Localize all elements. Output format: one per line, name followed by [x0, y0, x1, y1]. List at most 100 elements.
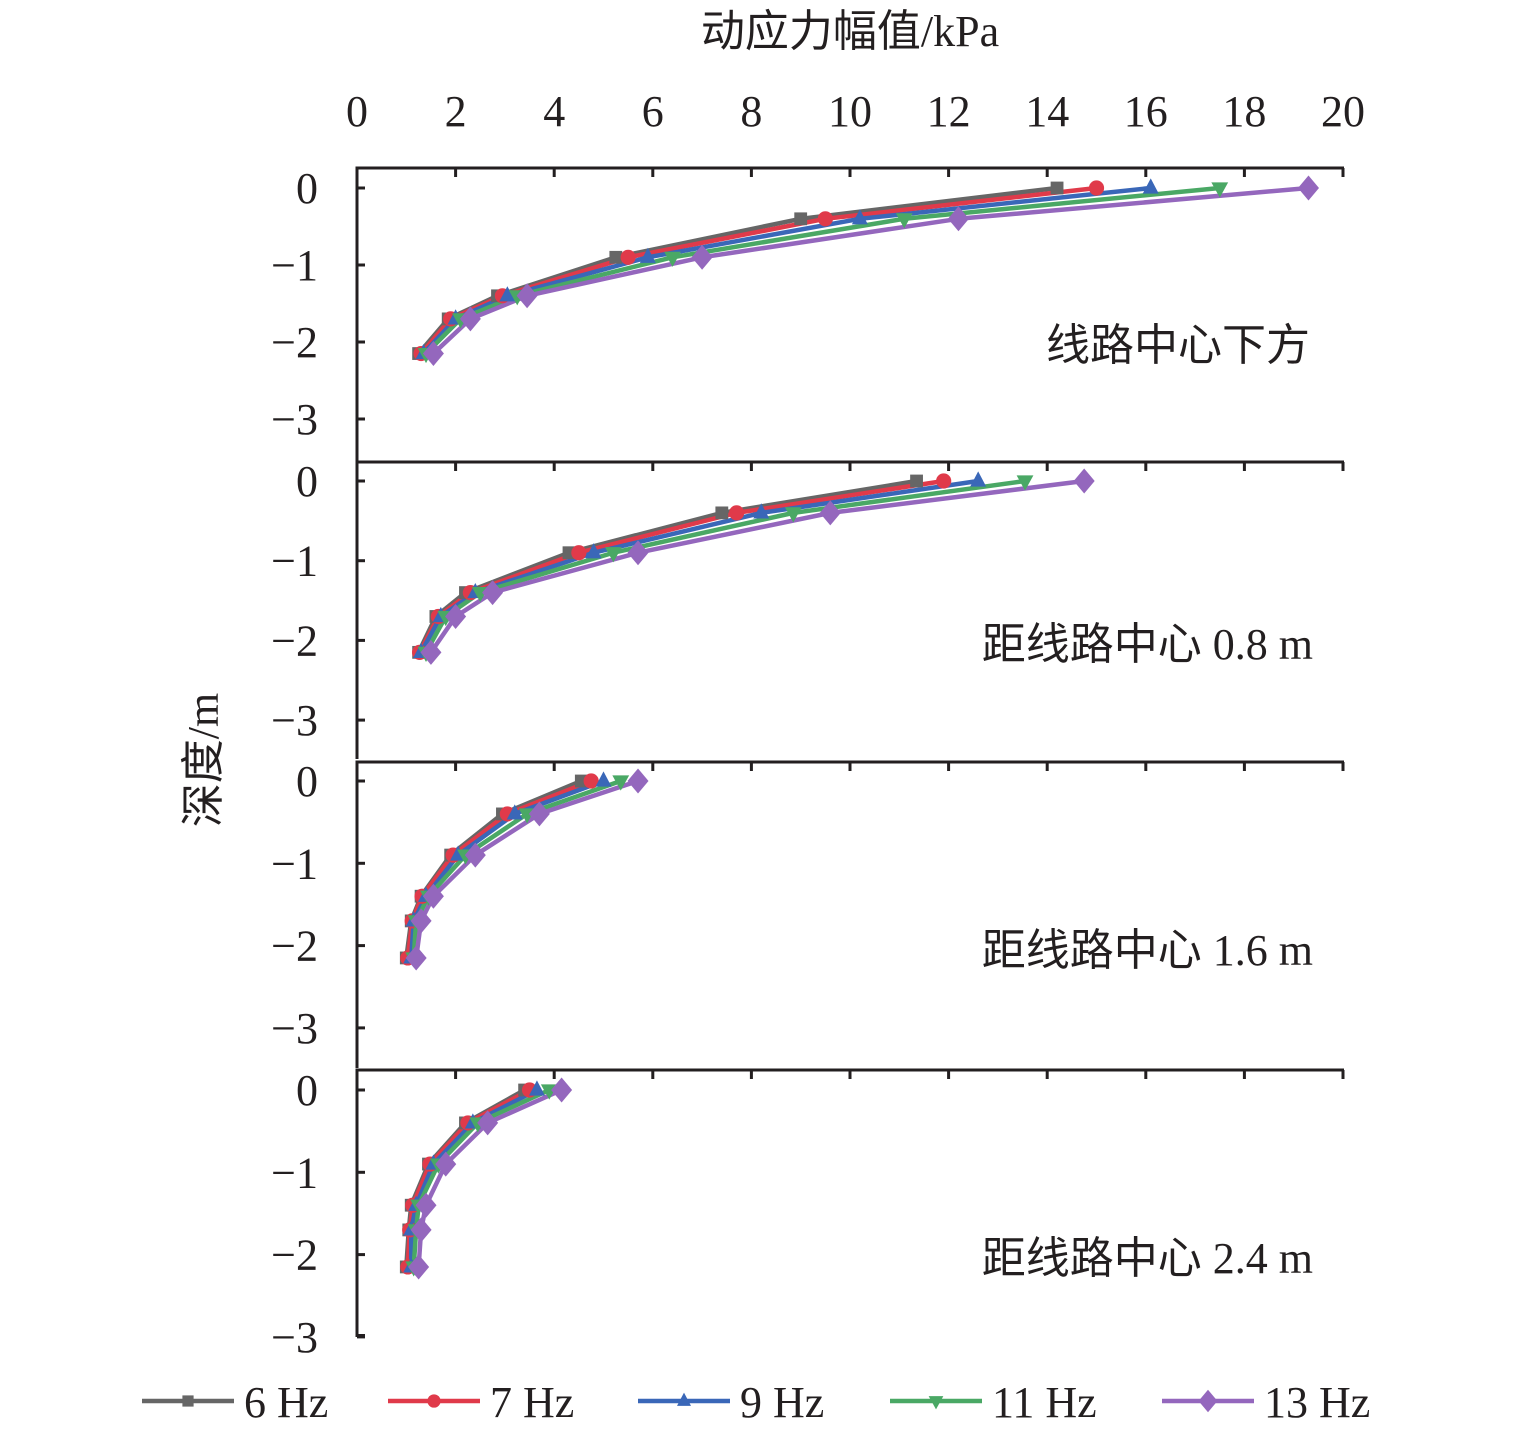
panel-annotation: 距线路中心 2.4 m: [982, 1234, 1313, 1283]
panel-annotation: 距线路中心 1.6 m: [982, 926, 1313, 975]
data-point-9hz: [595, 771, 612, 787]
y-tick-label: 0: [296, 757, 318, 806]
x-tick-label: 4: [543, 87, 565, 136]
data-point-6hz: [609, 250, 623, 264]
data-point-13hz: [410, 908, 432, 934]
series-line-13hz: [431, 185, 1309, 356]
x-tick-label: 0: [346, 87, 368, 136]
y-tick-label: −1: [271, 1148, 318, 1197]
data-point-7hz: [817, 211, 833, 227]
data-point-13hz: [405, 945, 427, 971]
data-point-9hz: [499, 286, 516, 302]
panel-1: 0 −1 −2 −3 线路中心下方: [271, 164, 1345, 461]
data-point-13hz: [408, 1254, 430, 1280]
legend-label: 13 Hz: [1264, 1378, 1370, 1427]
data-point-11hz: [784, 507, 802, 523]
data-point-6hz: [910, 474, 923, 488]
y-tick-label: −3: [271, 1313, 318, 1362]
data-point-13hz: [422, 341, 444, 367]
legend-item: 9 Hz: [638, 1378, 824, 1427]
data-point-13hz: [627, 540, 649, 566]
x-tick-label: 8: [740, 87, 762, 136]
data-point-13hz: [459, 306, 481, 332]
data-point-6hz: [1050, 181, 1064, 195]
data-point-11hz: [1211, 182, 1229, 198]
legend-marker: [427, 1394, 441, 1408]
data-point-13hz: [435, 1151, 457, 1177]
data-point-7hz: [620, 249, 636, 265]
y-tick-label: 0: [296, 1066, 318, 1115]
panel-4: 0 −1 −2 −3 距线路中心 2.4 m: [271, 1066, 1345, 1362]
legend-label: 11 Hz: [992, 1378, 1097, 1427]
panel-3: 0 −1 −2 −3 距线路中心 1.6 m: [271, 757, 1345, 1068]
panel-annotation: 线路中心下方: [1046, 321, 1310, 370]
y-tick-label: −3: [271, 696, 318, 745]
data-point-13hz: [445, 603, 467, 629]
data-point-13hz: [422, 883, 444, 909]
data-point-9hz: [970, 471, 987, 487]
data-point-13hz: [627, 768, 649, 794]
data-point-6hz: [794, 212, 808, 226]
legend-marker: [182, 1395, 194, 1407]
legend-item: 7 Hz: [388, 1378, 574, 1427]
legend-label: 7 Hz: [490, 1378, 574, 1427]
data-point-11hz: [1016, 475, 1034, 491]
legend-marker: [928, 1396, 944, 1410]
data-point-13hz: [415, 1192, 437, 1218]
data-point-13hz: [691, 244, 713, 270]
data-point-13hz: [464, 842, 486, 868]
data-point-7hz: [571, 545, 587, 561]
data-point-7hz: [936, 473, 952, 489]
y-tick-label: −2: [271, 318, 318, 367]
data-point-13hz: [410, 1217, 432, 1243]
data-point-11hz: [895, 213, 913, 229]
x-tick-label: 12: [927, 87, 971, 136]
y-tick-label: −2: [271, 1231, 318, 1280]
data-point-13hz: [819, 500, 841, 526]
y-tick-label: −1: [271, 537, 318, 586]
panel-annotation: 距线路中心 0.8 m: [982, 620, 1313, 669]
data-point-9hz: [585, 543, 602, 559]
data-point-13hz: [516, 283, 538, 309]
legend-marker: [677, 1392, 691, 1406]
data-point-9hz: [506, 804, 523, 820]
y-tick-label: −1: [271, 839, 318, 888]
data-point-11hz: [604, 547, 622, 563]
data-point-9hz: [851, 209, 868, 225]
legend-item: 13 Hz: [1162, 1378, 1370, 1427]
x-tick-label: 2: [445, 87, 467, 136]
y-axis-label: 深度/m: [179, 693, 228, 827]
data-point-6hz: [715, 506, 729, 520]
data-point-13hz: [1073, 468, 1095, 494]
series-line-7hz: [419, 185, 1097, 356]
data-point-7hz: [1088, 180, 1105, 196]
x-tick-label: 6: [642, 87, 664, 136]
data-point-11hz: [612, 775, 630, 791]
x-axis-label: 动应力幅值/kPa: [701, 7, 999, 56]
x-tick-label: 18: [1222, 87, 1266, 136]
y-tick-label: 0: [296, 457, 318, 506]
legend-label: 6 Hz: [244, 1378, 328, 1427]
data-point-13hz: [477, 1110, 499, 1136]
data-point-13hz: [1297, 175, 1319, 201]
y-tick-label: −1: [271, 241, 318, 290]
data-point-11hz: [664, 251, 681, 267]
x-tick-label: 10: [828, 87, 872, 136]
legend-item: 6 Hz: [142, 1378, 328, 1427]
data-point-13hz: [551, 1077, 573, 1103]
legend-item: 11 Hz: [890, 1378, 1097, 1427]
data-point-9hz: [528, 1080, 545, 1096]
data-point-9hz: [753, 503, 770, 519]
data-point-13hz: [947, 206, 969, 232]
data-point-9hz: [639, 247, 656, 263]
x-tick-label: 14: [1025, 87, 1069, 136]
y-tick-label: −2: [271, 616, 318, 665]
y-tick-label: −3: [271, 1004, 318, 1053]
legend: 6 Hz 7 Hz 9 Hz 11 Hz 13 Hz: [142, 1378, 1370, 1427]
legend-marker: [1198, 1389, 1218, 1413]
x-tick-label: 16: [1124, 87, 1168, 136]
x-tick-labels: 0 2 4 6 8 10 12 14 16 18 20: [346, 87, 1365, 136]
panel-2: 0 −1 −2 −3 距线路中心 0.8 m: [271, 457, 1345, 759]
data-point-13hz: [420, 639, 442, 665]
